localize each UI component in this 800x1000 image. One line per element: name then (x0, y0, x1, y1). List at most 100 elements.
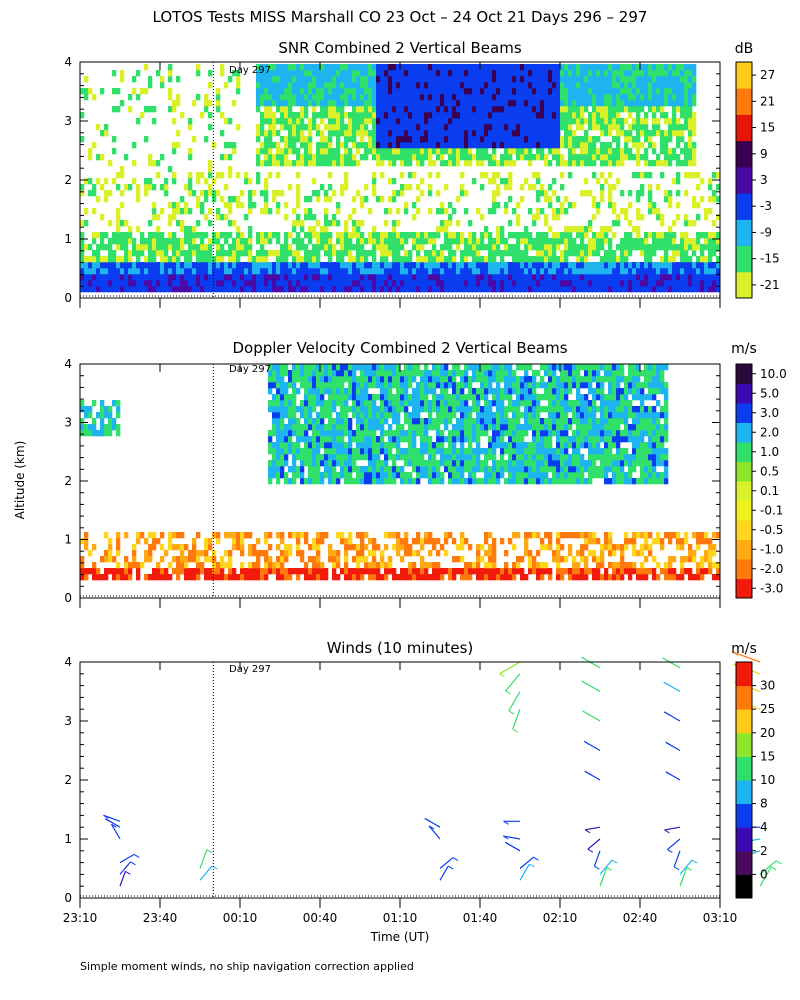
heatmap-cell (232, 544, 237, 551)
heatmap-cell (104, 556, 109, 563)
heatmap-cell (552, 148, 557, 155)
heatmap-cell (540, 184, 545, 191)
heatmap-cell (224, 250, 229, 257)
heatmap-cell (88, 430, 93, 437)
heatmap-cell (168, 202, 173, 209)
heatmap-cell (328, 232, 333, 239)
heatmap-cell (188, 226, 193, 233)
heatmap-cell (516, 250, 521, 257)
heatmap-cell (136, 280, 141, 287)
heatmap-cell (300, 406, 305, 413)
heatmap-cell (452, 160, 457, 167)
heatmap-cell (524, 244, 529, 251)
heatmap-cell (632, 244, 637, 251)
heatmap-cell (560, 208, 565, 215)
heatmap-cell (464, 76, 469, 83)
heatmap-cell (276, 238, 281, 245)
heatmap-cell (324, 274, 329, 281)
heatmap-cell (448, 118, 453, 125)
heatmap-cell (592, 112, 597, 119)
heatmap-cell (644, 70, 649, 77)
heatmap-cell (552, 88, 557, 95)
heatmap-cell (296, 238, 301, 245)
heatmap-cell (440, 142, 445, 149)
heatmap-cell (456, 88, 461, 95)
heatmap-cell (496, 100, 501, 107)
heatmap-cell (160, 232, 165, 239)
heatmap-cell (200, 172, 205, 179)
heatmap-cell (492, 208, 497, 215)
heatmap-cell (372, 430, 377, 437)
heatmap-cell (180, 244, 185, 251)
heatmap-cell (580, 154, 585, 161)
heatmap-cell (660, 100, 665, 107)
heatmap-cell (188, 118, 193, 125)
heatmap-cell (536, 64, 541, 71)
heatmap-cell (84, 280, 89, 287)
heatmap-cell (572, 268, 577, 275)
heatmap-cell (620, 190, 625, 197)
heatmap-cell (568, 286, 573, 293)
heatmap-cell (448, 100, 453, 107)
heatmap-cell (604, 94, 609, 101)
heatmap-cell (84, 538, 89, 545)
heatmap-cell (480, 112, 485, 119)
heatmap-cell (184, 568, 189, 575)
heatmap-cell (296, 448, 301, 455)
heatmap-cell (496, 130, 501, 137)
heatmap-cell (356, 286, 361, 293)
heatmap-cell (144, 286, 149, 293)
heatmap-cell (232, 568, 237, 575)
heatmap-cell (396, 256, 401, 263)
heatmap-cell (460, 94, 465, 101)
heatmap-cell (632, 226, 637, 233)
heatmap-cell (440, 250, 445, 257)
heatmap-cell (328, 442, 333, 449)
heatmap-cell (508, 94, 513, 101)
heatmap-cell (340, 184, 345, 191)
heatmap-cell (552, 112, 557, 119)
heatmap-cell (556, 124, 561, 131)
heatmap-cell (212, 190, 217, 197)
heatmap-cell (316, 472, 321, 479)
heatmap-cell (636, 106, 641, 113)
heatmap-cell (464, 250, 469, 257)
heatmap-cell (476, 82, 481, 89)
heatmap-cell (552, 124, 557, 131)
heatmap-cell (160, 274, 165, 281)
heatmap-cell (212, 574, 217, 581)
heatmap-cell (680, 232, 685, 239)
heatmap-cell (380, 448, 385, 455)
heatmap-cell (576, 160, 581, 167)
heatmap-cell (692, 70, 697, 77)
heatmap-cell (512, 286, 517, 293)
heatmap-cell (336, 148, 341, 155)
heatmap-cell (448, 70, 453, 77)
heatmap-cell (116, 208, 121, 215)
heatmap-cell (96, 124, 101, 131)
heatmap-cell (536, 262, 541, 269)
heatmap-cell (340, 436, 345, 443)
heatmap-cell (380, 274, 385, 281)
heatmap-cell (408, 436, 413, 443)
heatmap-cell (564, 76, 569, 83)
heatmap-cell (476, 124, 481, 131)
heatmap-cell (300, 238, 305, 245)
heatmap-cell (664, 250, 669, 257)
heatmap-cell (660, 142, 665, 149)
heatmap-cell (676, 82, 681, 89)
heatmap-cell (420, 160, 425, 167)
heatmap-cell (200, 238, 205, 245)
heatmap-cell (92, 256, 97, 263)
heatmap-cell (228, 166, 233, 173)
heatmap-cell (424, 88, 429, 95)
heatmap-cell (336, 394, 341, 401)
heatmap-cell (592, 76, 597, 83)
heatmap-cell (628, 262, 633, 269)
heatmap-cell (208, 184, 213, 191)
heatmap-cell (408, 124, 413, 131)
heatmap-cell (344, 478, 349, 485)
heatmap-cell (340, 424, 345, 431)
heatmap-cell (404, 406, 409, 413)
heatmap-cell (280, 376, 285, 383)
